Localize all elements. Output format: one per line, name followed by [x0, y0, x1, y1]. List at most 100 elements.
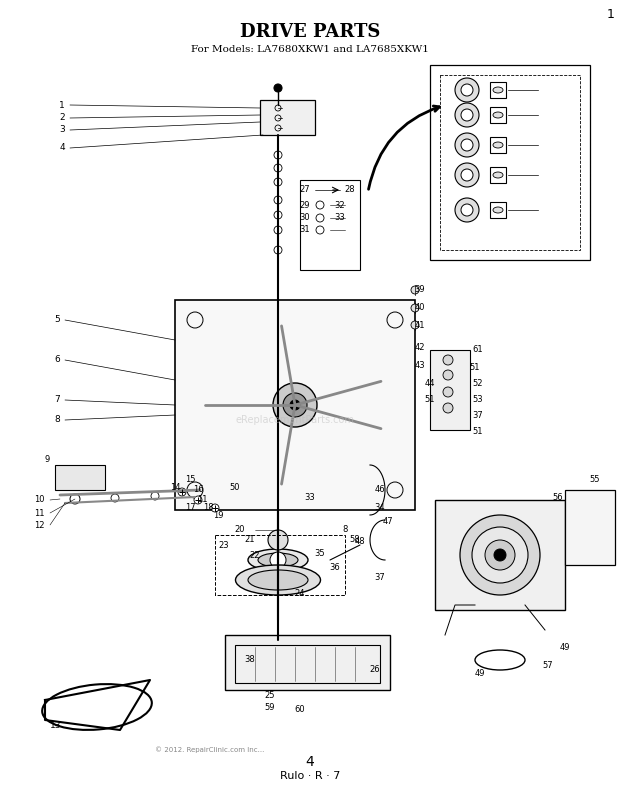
Text: 36: 36 [330, 564, 340, 572]
Ellipse shape [258, 553, 298, 567]
Text: 48: 48 [355, 538, 365, 546]
Circle shape [268, 530, 288, 550]
Text: 22: 22 [250, 550, 260, 560]
Text: 46: 46 [374, 486, 385, 494]
Text: 38: 38 [245, 656, 255, 664]
Bar [430, 350, 470, 430]
Text: 26: 26 [370, 666, 380, 674]
Circle shape [461, 204, 473, 216]
Text: 5: 5 [55, 315, 60, 325]
Circle shape [270, 552, 286, 568]
Circle shape [461, 109, 473, 121]
Bar [490, 167, 506, 183]
Circle shape [494, 549, 506, 561]
Text: 55: 55 [590, 476, 600, 484]
Text: © 2012. RepairClinic.com Inc...: © 2012. RepairClinic.com Inc... [155, 747, 264, 753]
Text: 32: 32 [335, 200, 345, 210]
Circle shape [461, 84, 473, 96]
Text: 4: 4 [306, 755, 314, 769]
Bar [490, 202, 506, 218]
Bar [55, 465, 105, 490]
Circle shape [211, 504, 219, 512]
Text: 42: 42 [415, 343, 425, 352]
Circle shape [455, 198, 479, 222]
Text: 15: 15 [185, 476, 195, 484]
Text: 61: 61 [472, 346, 484, 354]
Text: 56: 56 [552, 494, 564, 502]
Text: 25: 25 [265, 690, 275, 700]
Text: 28: 28 [345, 185, 355, 194]
Bar [300, 180, 360, 270]
Text: 43: 43 [415, 361, 425, 369]
Circle shape [290, 400, 300, 410]
Circle shape [461, 139, 473, 151]
Text: 1: 1 [607, 8, 615, 21]
Text: 11: 11 [197, 494, 207, 504]
Text: 49: 49 [475, 669, 485, 678]
Circle shape [461, 169, 473, 181]
Text: 47: 47 [383, 517, 393, 527]
Text: 17: 17 [185, 504, 195, 512]
Circle shape [443, 387, 453, 397]
Text: 58: 58 [350, 535, 360, 545]
Ellipse shape [493, 207, 503, 213]
Ellipse shape [493, 172, 503, 178]
Circle shape [455, 78, 479, 102]
Bar [430, 65, 590, 260]
Text: 11: 11 [35, 509, 45, 517]
Ellipse shape [248, 570, 308, 590]
Ellipse shape [493, 142, 503, 148]
Text: 51: 51 [425, 395, 435, 405]
Text: 52: 52 [472, 380, 483, 388]
Circle shape [273, 383, 317, 427]
Text: 2: 2 [60, 113, 65, 123]
Ellipse shape [236, 565, 321, 595]
Text: 16: 16 [193, 486, 203, 494]
Text: 1: 1 [60, 101, 65, 109]
Circle shape [178, 488, 186, 496]
Text: 6: 6 [55, 355, 60, 365]
Text: Rulo · R · 7: Rulo · R · 7 [280, 771, 340, 781]
Bar [435, 500, 565, 610]
Text: 35: 35 [315, 549, 326, 557]
Text: 51: 51 [472, 428, 483, 436]
Text: 20: 20 [235, 526, 246, 534]
Text: 27: 27 [299, 185, 311, 194]
Bar [260, 100, 315, 135]
Circle shape [455, 133, 479, 157]
Circle shape [70, 494, 80, 504]
Circle shape [274, 84, 282, 92]
Text: 40: 40 [415, 303, 425, 313]
Text: 13: 13 [50, 721, 61, 729]
Text: 37: 37 [374, 574, 386, 582]
Text: 14: 14 [170, 483, 180, 493]
Circle shape [411, 321, 419, 329]
Circle shape [411, 286, 419, 294]
Circle shape [283, 393, 307, 417]
Text: 33: 33 [304, 494, 316, 502]
Text: 21: 21 [245, 535, 255, 545]
Ellipse shape [493, 112, 503, 118]
Text: 18: 18 [203, 504, 213, 512]
Text: 51: 51 [470, 363, 480, 373]
Bar [490, 107, 506, 123]
Circle shape [151, 492, 159, 500]
Ellipse shape [493, 87, 503, 93]
Text: 8: 8 [55, 416, 60, 424]
Text: 31: 31 [299, 226, 311, 234]
Bar [490, 137, 506, 153]
Circle shape [443, 355, 453, 365]
Circle shape [460, 515, 540, 595]
Text: 4: 4 [60, 144, 65, 152]
Text: 3: 3 [60, 126, 65, 134]
Text: 59: 59 [265, 703, 275, 711]
Bar [440, 75, 580, 250]
Circle shape [472, 527, 528, 583]
Text: 8: 8 [342, 526, 348, 534]
Text: 49: 49 [560, 644, 570, 652]
Text: 53: 53 [472, 395, 484, 405]
Text: 9: 9 [45, 456, 50, 465]
Text: 23: 23 [218, 541, 229, 549]
Bar [225, 635, 390, 690]
Bar [215, 535, 345, 595]
